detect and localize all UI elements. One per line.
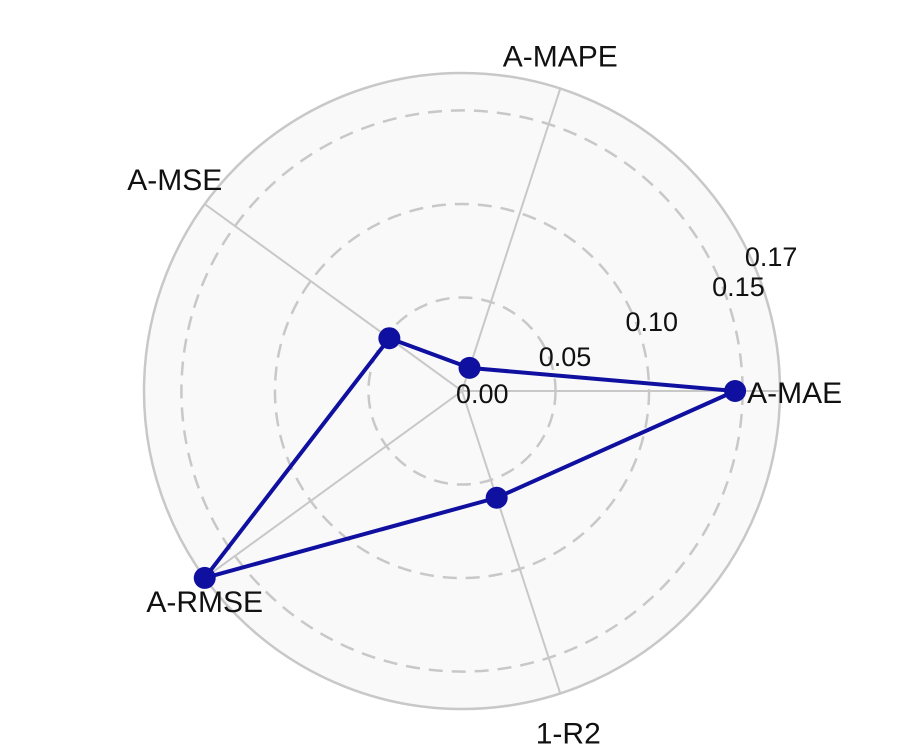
data-point — [378, 327, 401, 350]
axis-spoke — [204, 203, 463, 392]
category-label: 1-R2 — [536, 717, 601, 747]
data-point — [458, 356, 481, 379]
data-point — [724, 380, 747, 402]
category-label: A-RMSE — [146, 586, 263, 619]
data-point — [193, 566, 216, 589]
axis-spoke — [204, 390, 463, 579]
category-label: A-MAE — [747, 377, 842, 410]
r-tick-label: 0.17 — [745, 242, 798, 272]
data-point — [485, 486, 508, 509]
series-line — [202, 336, 738, 580]
r-tick-label: 0.00 — [456, 379, 509, 409]
axis-spoke — [461, 390, 562, 694]
r-tick-label: 0.10 — [625, 307, 678, 337]
r-tick-label: 0.15 — [712, 272, 765, 302]
category-label: A-MAPE — [503, 41, 618, 74]
r-tick-label: 0.05 — [539, 342, 592, 372]
category-label: A-MSE — [127, 164, 222, 197]
axis-spoke — [461, 88, 562, 392]
